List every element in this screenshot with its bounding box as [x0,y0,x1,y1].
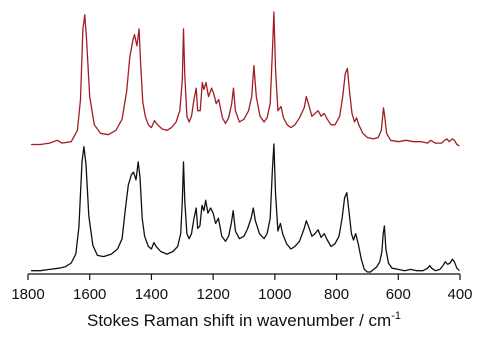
x-tick-label: 400 [447,286,472,303]
x-axis-ticks: 1800 1600 1400 1200 1000 800 600 400 [11,274,473,303]
x-axis-title: Stokes Raman shift in wavenumber / cm-1 [87,310,401,330]
x-tick-label: 1400 [135,286,168,303]
x-axis-title-text: Stokes Raman shift in wavenumber / cm [87,311,391,330]
spectrum-line-upper [31,11,460,147]
x-tick-label: 1600 [73,286,106,303]
series-layer [31,11,460,273]
x-tick-label: 1000 [258,286,291,303]
x-axis-title-superscript: -1 [391,310,401,322]
x-tick-label: 1200 [196,286,229,303]
spectrum-line-lower [31,143,460,273]
x-tick-label: 1800 [11,286,44,303]
x-tick-label: 800 [324,286,349,303]
x-tick-label: 600 [386,286,411,303]
